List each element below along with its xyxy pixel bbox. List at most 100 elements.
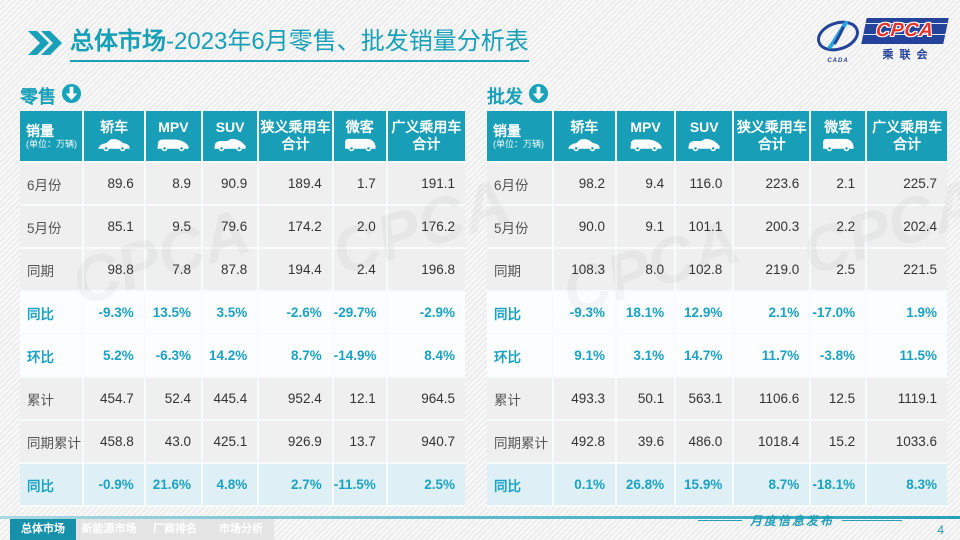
cell-value: 52.4 [145, 378, 203, 421]
cell-value: 221.5 [867, 249, 947, 292]
row-label: 同期 [20, 249, 85, 292]
footer-tab[interactable]: 新能源市场 [76, 519, 142, 540]
table-row: 同期累计 492.8 39.6 486.0 1018.4 15.2 1033.6 [487, 421, 947, 464]
cell-value: 1119.1 [867, 378, 947, 421]
table-row: 同比 -0.9% 21.6% 4.8% 2.7% -11.5% 2.5% [20, 464, 465, 507]
cell-value: 102.8 [676, 249, 735, 292]
row-label: 5月份 [20, 206, 85, 249]
cell-value: 9.5 [145, 206, 203, 249]
mpv-car-icon [146, 137, 201, 154]
footer-note: 月度信息发布 [697, 512, 902, 529]
column-header: MPV [617, 111, 677, 163]
cell-value: -11.5% [333, 464, 388, 507]
suv-car-icon [203, 137, 257, 154]
cell-value: 2.4 [333, 249, 388, 292]
row-label: 6月份 [20, 163, 85, 206]
cell-value: 8.4% [387, 335, 465, 378]
row-label: 5月份 [487, 206, 554, 249]
cell-value: 116.0 [676, 163, 735, 206]
column-header: 微客 [811, 111, 868, 163]
wholesale-section-label: 批发 [487, 87, 523, 107]
cell-value: 14.2% [202, 335, 260, 378]
column-header: 微客 [333, 111, 388, 163]
cell-value: 13.7 [333, 421, 388, 464]
cell-value: 21.6% [145, 464, 203, 507]
circle-down-arrow-icon [61, 83, 82, 109]
cell-value: 196.8 [387, 249, 465, 292]
cell-value: 8.9 [145, 163, 203, 206]
cell-value: 12.5 [811, 378, 868, 421]
table-row: 5月份 90.0 9.1 101.1 200.3 2.2 202.4 [487, 206, 947, 249]
cell-value: 12.9% [676, 292, 735, 335]
cell-value: 1033.6 [867, 421, 947, 464]
cell-value: 189.4 [259, 163, 334, 206]
mpv-car-icon [617, 137, 674, 154]
cell-value: 3.1% [617, 335, 677, 378]
cell-value: 11.5% [867, 335, 947, 378]
cell-value: 43.0 [145, 421, 203, 464]
table-row: 累计 493.3 50.1 563.1 1106.6 12.5 1119.1 [487, 378, 947, 421]
cell-value: 15.2 [811, 421, 868, 464]
cell-value: 2.2 [811, 206, 868, 249]
table-row: 环比 9.1% 3.1% 14.7% 11.7% -3.8% 11.5% [487, 335, 947, 378]
table-row: 同期 98.8 7.8 87.8 194.4 2.4 196.8 [20, 249, 465, 292]
cell-value: 926.9 [259, 421, 334, 464]
cell-value: 492.8 [553, 421, 617, 464]
cell-value: 194.4 [259, 249, 334, 292]
cell-value: 219.0 [734, 249, 812, 292]
cell-value: 8.0 [617, 249, 677, 292]
column-header: SUV [676, 111, 735, 163]
footer-note-line [697, 520, 742, 521]
cell-value: 2.5% [387, 464, 465, 507]
page-number: 4 [937, 523, 944, 537]
cell-value: 3.5% [202, 292, 260, 335]
cell-value: 200.3 [734, 206, 812, 249]
cell-value: 176.2 [387, 206, 465, 249]
cell-value: 26.8% [617, 464, 677, 507]
cell-value: 11.7% [734, 335, 812, 378]
footer-tab[interactable]: 总体市场 [10, 519, 76, 540]
row-label: 累计 [487, 378, 554, 421]
table-corner-header: 销量 (单位：万辆) [20, 111, 85, 163]
footer-tab[interactable]: 厂商排名 [142, 519, 208, 540]
cell-value: -9.3% [84, 292, 146, 335]
cell-value: 8.7% [259, 335, 334, 378]
cell-value: 191.1 [387, 163, 465, 206]
cell-value: 2.7% [259, 464, 334, 507]
column-header: MPV [145, 111, 203, 163]
cell-value: 2.5 [811, 249, 868, 292]
footer-note-line [904, 518, 960, 519]
logo-oval-emblem-icon: CADA [816, 19, 860, 64]
sedan-car-icon [84, 137, 143, 154]
cell-value: 39.6 [617, 421, 677, 464]
row-label: 累计 [20, 378, 85, 421]
column-header: 轿车 [553, 111, 617, 163]
table-row: 同比 0.1% 26.8% 15.9% 8.7% -18.1% 8.3% [487, 464, 947, 507]
wholesale-section: 批发 销量 (单位：万辆) 轿车 MPV SUV 狭义乘用车 合计 微客 广义乘用车 合计 6月份 9… [487, 83, 947, 507]
logo-cn-name: 乘联会 [882, 49, 934, 61]
cell-value: 13.5% [145, 292, 203, 335]
cell-value: 9.4 [617, 163, 677, 206]
cell-value: 952.4 [259, 378, 334, 421]
cell-value: 1106.6 [734, 378, 812, 421]
table-row: 同比 -9.3% 13.5% 3.5% -2.6% -29.7% -2.9% [20, 292, 465, 335]
table-row: 5月份 85.1 9.5 79.6 174.2 2.0 176.2 [20, 206, 465, 249]
cell-value: 174.2 [259, 206, 334, 249]
cell-value: 486.0 [676, 421, 735, 464]
retail-section-label: 零售 [20, 87, 56, 107]
cell-value: 90.0 [553, 206, 617, 249]
page-title-section: 总体市场 [70, 28, 166, 55]
title-bar: 总体市场-2023年6月零售、批发销量分析表 [28, 28, 529, 62]
footer-divider [0, 516, 960, 519]
column-header: 狭义乘用车 合计 [734, 111, 812, 163]
cell-value: 90.9 [202, 163, 260, 206]
cell-value: 964.5 [387, 378, 465, 421]
cell-value: 5.2% [84, 335, 146, 378]
cell-value: -2.6% [259, 292, 334, 335]
cell-value: 2.0 [333, 206, 388, 249]
footer-tab[interactable]: 市场分析 [208, 519, 274, 540]
cell-value: -14.9% [333, 335, 388, 378]
suv-car-icon [676, 137, 732, 154]
table-row: 同期 108.3 8.0 102.8 219.0 2.5 221.5 [487, 249, 947, 292]
row-label: 6月份 [487, 163, 554, 206]
